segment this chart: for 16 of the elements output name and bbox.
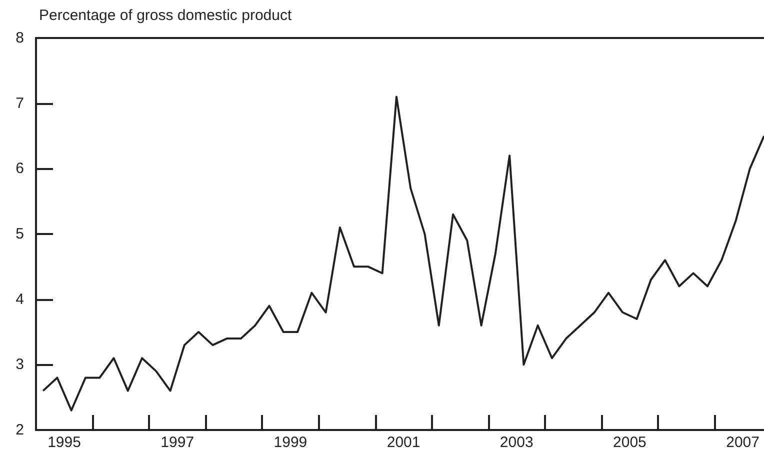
x-tick-label: 1995	[48, 434, 81, 451]
y-tick-label: 4	[16, 290, 24, 308]
y-tick-label: 5	[16, 226, 24, 242]
x-tick-label: 1999	[274, 434, 308, 451]
x-tick-label: 2007	[726, 434, 760, 451]
x-tick-label: 2005	[613, 434, 646, 451]
y-axis-title: Percentage of gross domestic product	[39, 7, 292, 24]
y-tick-label: 6	[16, 160, 24, 178]
y-tick-label: 7	[16, 94, 24, 112]
y-tick-label: 8	[16, 30, 24, 46]
line-series	[42, 96, 764, 412]
y-tick-label: 2	[16, 422, 24, 438]
x-tick-label: 2001	[386, 434, 420, 451]
x-tick-label: 2003	[500, 434, 534, 451]
x-tick-label: 1997	[160, 434, 194, 451]
y-tick-label: 3	[16, 356, 24, 374]
